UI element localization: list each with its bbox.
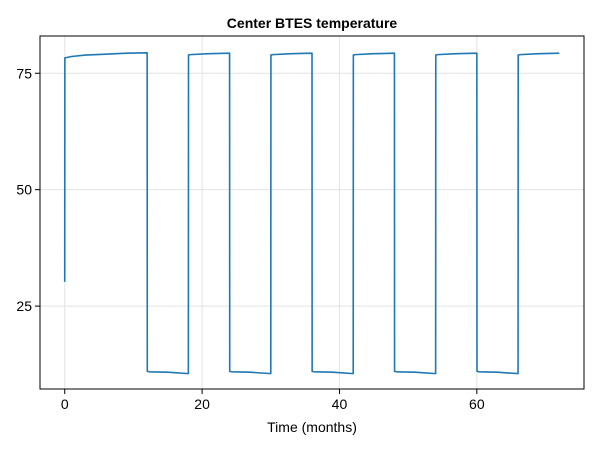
plot-frame bbox=[39, 35, 585, 390]
series-layer bbox=[63, 51, 560, 375]
axis-ticks: 0 20 40 60 25 50 75 bbox=[16, 65, 484, 412]
series-line bbox=[63, 51, 560, 375]
y-tick-label: 50 bbox=[16, 182, 32, 198]
x-tick-label: 20 bbox=[194, 396, 210, 412]
x-tick-label: 40 bbox=[332, 396, 348, 412]
x-axis-label: Time (months) bbox=[267, 419, 357, 435]
x-tick-label: 0 bbox=[61, 396, 69, 412]
chart-title: Center BTES temperature bbox=[227, 15, 398, 31]
y-tick-label: 75 bbox=[16, 65, 32, 81]
x-tick-label: 60 bbox=[469, 396, 485, 412]
y-tick-label: 25 bbox=[16, 298, 32, 314]
